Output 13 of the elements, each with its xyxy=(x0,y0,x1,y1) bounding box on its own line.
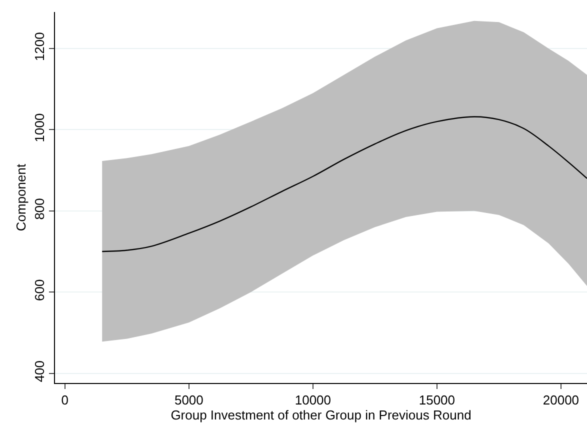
x-tick-label: 20000 xyxy=(542,392,580,408)
x-axis-title: Group Investment of other Group in Previous Round xyxy=(170,408,472,423)
y-tick-label: 1200 xyxy=(32,32,47,62)
x-tick-label: 5000 xyxy=(174,392,204,408)
x-tick-label: 0 xyxy=(61,392,69,408)
y-tick-label: 600 xyxy=(32,279,47,301)
y-axis-title: Component xyxy=(14,164,29,232)
x-tick-label: 15000 xyxy=(418,392,456,408)
y-tick-label: 400 xyxy=(32,360,47,382)
y-tick-label: 1000 xyxy=(32,113,47,142)
x-tick-label: 10000 xyxy=(294,392,332,408)
y-tick-label: 800 xyxy=(32,198,47,220)
line-series xyxy=(102,116,587,252)
